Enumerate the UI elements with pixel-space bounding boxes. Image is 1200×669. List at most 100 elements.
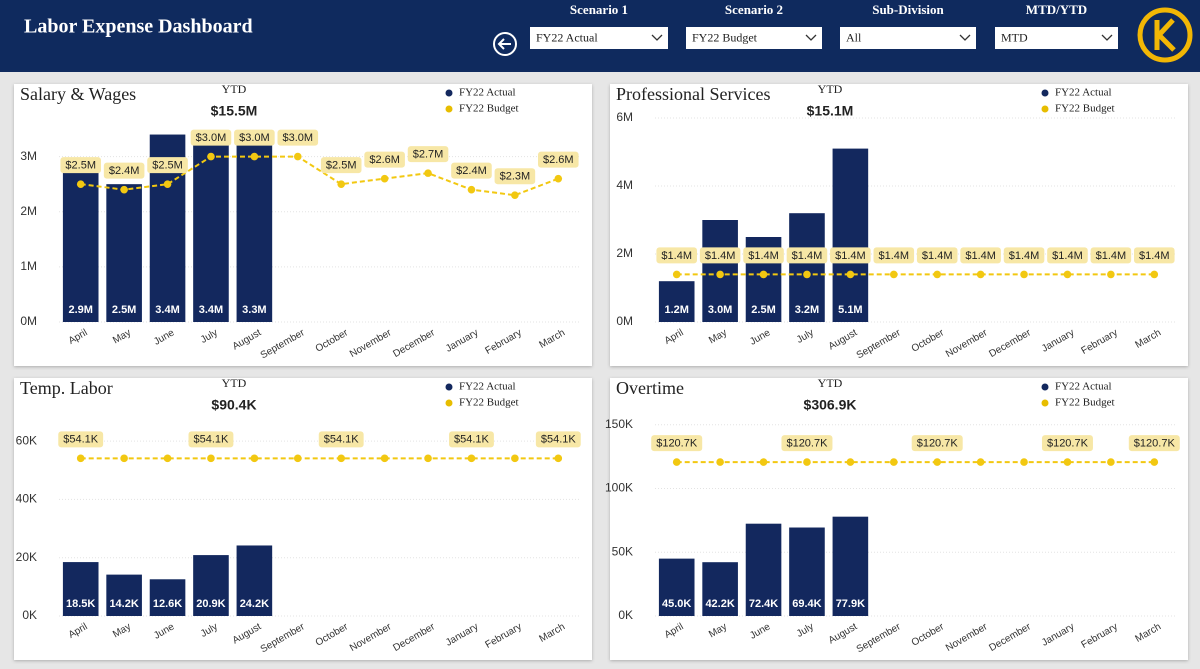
bar-value-label: 45.0K — [662, 598, 691, 610]
budget-line — [80, 155, 559, 197]
value-label-bg — [1041, 435, 1093, 452]
budget-point — [976, 270, 985, 279]
y-tick-label: 0M — [20, 314, 37, 328]
value-label-bg — [234, 129, 275, 146]
value-label-bg — [449, 431, 494, 448]
budget-point — [672, 270, 681, 279]
bar-value-label: 20.9K — [196, 598, 225, 610]
value-label-bg — [320, 157, 362, 174]
chart-panel — [14, 84, 592, 366]
bar-value-label: 3.0M — [708, 304, 732, 316]
line-value-label: $3.0M — [196, 132, 227, 144]
budget-point — [120, 454, 128, 463]
legend-marker — [445, 89, 453, 97]
line-value-label: $120.7K — [917, 438, 959, 450]
value-label-bg — [960, 247, 1001, 264]
y-tick-label: 0K — [22, 608, 37, 622]
bar-value-label: 1.2M — [664, 304, 688, 316]
back-button[interactable] — [493, 32, 517, 56]
bar-value-label: 2.5M — [751, 304, 775, 316]
line-value-label: $1.4M — [792, 250, 823, 262]
filter-dropdown[interactable]: MTD/YTD MTD — [995, 2, 1118, 49]
legend-label: FY22 Budget — [1055, 103, 1115, 115]
bar — [193, 555, 229, 616]
line-value-label: $1.4M — [661, 250, 692, 262]
value-label-bg — [188, 431, 234, 448]
value-label-bg — [1003, 247, 1045, 264]
value-label-bg — [451, 162, 492, 179]
legend-marker — [1041, 399, 1049, 407]
line-value-label: $54.1K — [454, 434, 490, 446]
budget-point — [76, 180, 85, 188]
bar-value-label: 24.2K — [240, 598, 269, 610]
line-value-label: $1.4M — [748, 250, 779, 262]
dropdown-box — [840, 27, 976, 49]
value-label-bg — [364, 151, 405, 168]
budget-point — [1063, 458, 1072, 466]
line-value-label: $2.5M — [326, 160, 357, 172]
dropdown-box — [995, 27, 1118, 49]
line-value-label: $2.4M — [109, 165, 140, 177]
budget-point — [76, 454, 85, 463]
line-value-label: $1.4M — [835, 250, 866, 262]
budget-point — [1150, 270, 1159, 279]
line-value-label: $2.6M — [543, 154, 574, 166]
budget-point — [1063, 270, 1072, 279]
filter-dropdown[interactable]: Scenario 1 FY22 Actual — [530, 2, 668, 49]
filter-dropdown[interactable]: Sub-Division All — [840, 2, 976, 49]
bar — [62, 162, 99, 322]
budget-point — [803, 458, 811, 466]
logo — [1137, 7, 1193, 63]
bar — [236, 545, 273, 616]
filter-dropdown[interactable]: Scenario 2 FY22 Budget — [686, 2, 822, 49]
line-value-label: $2.3M — [500, 171, 531, 183]
bar — [106, 184, 142, 322]
y-tick-label: 2M — [20, 204, 37, 218]
chart-panel — [14, 378, 592, 660]
bar-value-label: 5.1M — [838, 304, 862, 316]
dropdown-value: MTD — [1001, 30, 1028, 44]
budget-point — [716, 458, 724, 466]
budget-point — [716, 270, 724, 279]
budget-point — [293, 152, 302, 161]
budget-point — [1107, 270, 1115, 279]
bar — [832, 516, 869, 616]
budget-point — [803, 270, 811, 279]
line-value-label: $2.7M — [413, 149, 444, 161]
line-value-label: $1.4M — [922, 250, 953, 262]
budget-point — [250, 454, 259, 463]
bar — [658, 558, 695, 616]
value-label-bg — [830, 247, 871, 264]
line-value-label: $1.4M — [965, 250, 996, 262]
budget-point — [554, 454, 563, 463]
kpi-value: $15.5M — [211, 103, 258, 119]
budget-point — [163, 454, 172, 463]
line-value-label: $120.7K — [656, 438, 698, 450]
budget-point — [889, 270, 898, 279]
y-tick-label: 20K — [16, 550, 37, 564]
budget-point — [672, 458, 681, 466]
bar — [149, 579, 186, 616]
legend-marker — [445, 105, 453, 113]
y-tick-label: 3M — [20, 149, 37, 163]
bar-value-label: 3.4M — [155, 304, 179, 316]
line-value-label: $1.4M — [879, 250, 910, 262]
bar — [789, 527, 825, 616]
legend-label: FY22 Actual — [459, 381, 516, 393]
chart-title: Temp. Labor — [20, 378, 113, 398]
bar-value-label: 77.9K — [836, 598, 865, 610]
value-label-bg — [318, 431, 364, 448]
budget-point — [207, 152, 215, 161]
bar — [236, 140, 273, 322]
line-value-label: $54.1K — [194, 434, 230, 446]
y-tick-label: 0K — [618, 608, 633, 622]
kpi-value: $15.1M — [807, 103, 854, 119]
line-value-label: $3.0M — [283, 132, 314, 144]
bar — [193, 134, 229, 322]
value-label-bg — [147, 157, 188, 174]
legend-label: FY22 Actual — [1055, 381, 1112, 393]
value-label-bg — [494, 168, 536, 185]
y-tick-label: 4M — [616, 178, 633, 192]
kpi-caption: YTD — [222, 376, 247, 390]
